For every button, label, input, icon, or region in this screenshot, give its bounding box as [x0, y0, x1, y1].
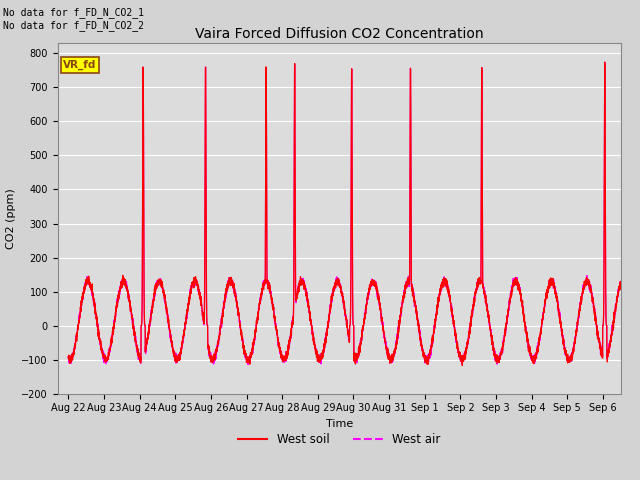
West soil — [635, 357, 640, 362]
West soil — [435, 293, 443, 299]
Line: West air: West air — [68, 62, 639, 365]
West soil — [601, 60, 609, 65]
Text: VR_fd: VR_fd — [63, 60, 97, 70]
Y-axis label: CO2 (ppm): CO2 (ppm) — [6, 188, 16, 249]
West air — [435, 291, 443, 297]
West air — [65, 354, 72, 360]
West air — [244, 362, 252, 368]
West soil — [65, 354, 72, 360]
Text: No data for f_FD_N_CO2_1
No data for f_FD_N_CO2_2: No data for f_FD_N_CO2_1 No data for f_F… — [3, 7, 144, 31]
West air — [601, 60, 609, 65]
Legend: West soil, West air: West soil, West air — [233, 428, 445, 451]
Title: Vaira Forced Diffusion CO2 Concentration: Vaira Forced Diffusion CO2 Concentration — [195, 27, 483, 41]
West soil — [534, 349, 541, 355]
West soil — [282, 350, 290, 356]
West soil — [406, 80, 414, 85]
X-axis label: Time: Time — [326, 419, 353, 429]
West air — [406, 65, 414, 71]
West air — [635, 354, 640, 360]
West soil — [168, 340, 176, 346]
West air — [490, 350, 498, 356]
Line: West soil: West soil — [68, 62, 639, 366]
West soil — [458, 363, 466, 369]
West air — [168, 341, 176, 347]
West air — [282, 356, 290, 362]
West soil — [490, 349, 498, 355]
West air — [534, 343, 541, 348]
